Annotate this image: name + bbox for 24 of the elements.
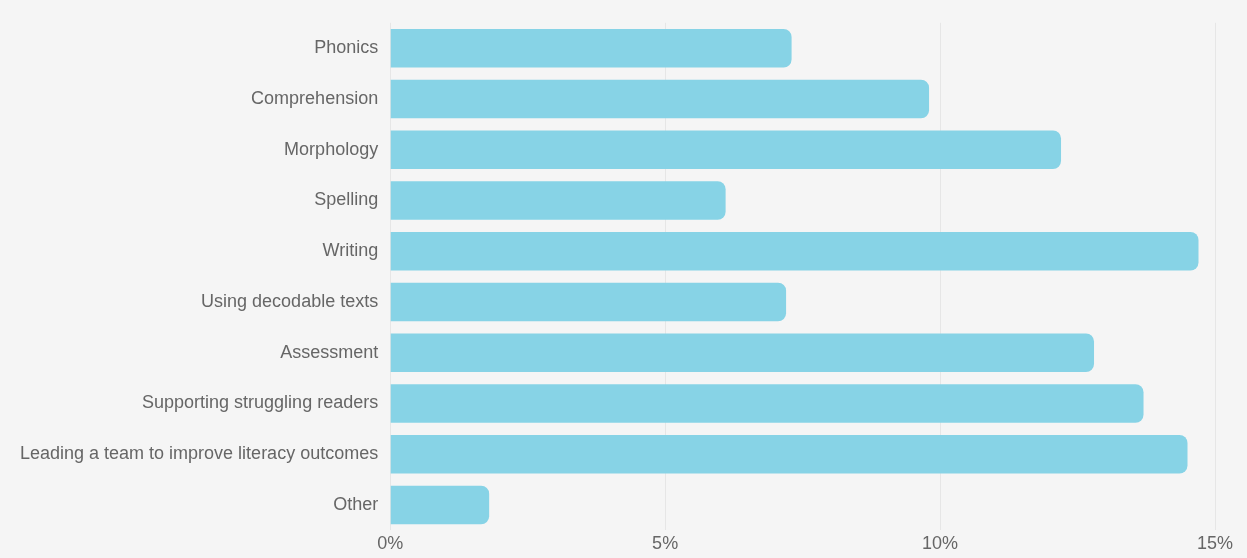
bar	[390, 130, 1062, 169]
bar	[390, 79, 930, 119]
y-tick-label: Assessment	[280, 341, 379, 362]
x-tick-label: 15%	[1196, 533, 1234, 554]
y-tick-label: Phonics	[314, 37, 379, 58]
y-tick-label: Comprehension	[251, 87, 379, 108]
y-tick-label: Spelling	[314, 189, 379, 210]
y-tick-label: Writing	[322, 240, 379, 261]
x-tick-label: 10%	[922, 533, 959, 554]
y-tick-label: Morphology	[284, 138, 379, 159]
y-tick-label: Other	[333, 493, 379, 514]
bar	[390, 231, 1199, 271]
bar	[390, 384, 1144, 423]
x-tick-label: 0%	[377, 533, 404, 554]
bar	[390, 181, 726, 220]
bar	[390, 434, 1188, 474]
y-tick-label: Leading a team to improve literacy outcomes	[19, 443, 379, 464]
x-tick-label: 5%	[652, 533, 679, 554]
bar	[390, 282, 787, 322]
y-tick-label: Using decodable texts	[201, 290, 379, 311]
y-tick-label: Supporting struggling readers	[142, 392, 379, 413]
bar	[390, 485, 490, 525]
bar	[390, 28, 792, 68]
bar	[390, 333, 1095, 373]
